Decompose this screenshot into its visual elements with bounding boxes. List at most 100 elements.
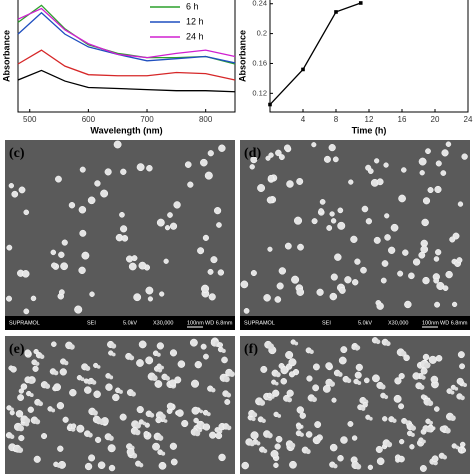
particle <box>94 180 101 187</box>
particle <box>296 406 304 414</box>
particle <box>218 429 223 434</box>
info-text: WD 6.8mm <box>205 320 233 326</box>
x-tick-label: 24 <box>464 115 473 124</box>
particle <box>329 381 336 387</box>
particle <box>221 356 228 364</box>
particle <box>312 436 321 445</box>
particle <box>355 363 363 371</box>
particle <box>421 218 429 227</box>
particle <box>352 279 359 286</box>
particle <box>286 180 294 188</box>
legend-label: 24 h <box>186 31 204 41</box>
particle <box>120 225 128 233</box>
particle <box>10 366 17 373</box>
particle <box>85 365 91 371</box>
particle <box>111 352 116 357</box>
particle <box>156 218 165 227</box>
particle <box>30 295 37 302</box>
particle <box>259 399 266 406</box>
particle <box>249 164 255 170</box>
particle <box>91 380 97 385</box>
particle <box>311 396 317 403</box>
particle <box>462 383 467 388</box>
particle <box>190 379 200 388</box>
panel-label: (e) <box>9 342 25 357</box>
particle <box>226 425 232 431</box>
particle <box>454 387 459 391</box>
particle <box>199 409 204 414</box>
particle <box>10 407 14 412</box>
particle <box>459 363 465 370</box>
particle <box>9 434 15 440</box>
particle <box>312 384 320 392</box>
particle <box>216 222 222 228</box>
particle <box>319 199 326 205</box>
particle <box>24 349 31 356</box>
particle <box>217 342 223 348</box>
particle <box>311 142 317 148</box>
particle <box>374 158 380 164</box>
particle <box>44 383 51 389</box>
particle <box>118 389 123 394</box>
x-tick-label: 12 <box>365 115 374 124</box>
particle <box>460 395 465 401</box>
particle <box>431 455 439 463</box>
panel-label: (f) <box>244 342 258 357</box>
particle <box>18 434 25 442</box>
particle <box>277 413 282 418</box>
particle <box>109 375 114 380</box>
particle <box>145 356 154 365</box>
particle <box>449 415 456 421</box>
particle <box>422 197 431 205</box>
info-text: 100nm <box>187 320 204 326</box>
particle <box>360 266 367 274</box>
particle <box>121 235 129 242</box>
particle <box>390 223 399 232</box>
particle <box>257 184 266 192</box>
particle <box>56 402 65 410</box>
particle <box>164 225 171 231</box>
particle <box>348 179 354 185</box>
particle <box>419 465 427 472</box>
particle <box>62 416 69 423</box>
plot-frame <box>269 0 469 113</box>
particle <box>402 249 409 256</box>
particle <box>361 205 369 213</box>
particle <box>380 277 387 284</box>
particle <box>107 444 116 453</box>
particle <box>265 155 271 161</box>
particle <box>263 294 271 302</box>
particle <box>285 350 294 360</box>
data-line <box>269 2 361 105</box>
particle <box>21 270 30 278</box>
particle <box>240 280 249 289</box>
particle <box>442 455 448 460</box>
particle <box>383 162 389 168</box>
particle <box>288 358 297 367</box>
particle <box>412 372 420 380</box>
particle <box>273 462 279 469</box>
particle <box>51 262 57 269</box>
x-tick-label: 4 <box>301 115 306 124</box>
particle <box>119 211 125 218</box>
particle <box>154 380 163 388</box>
particle <box>256 441 261 446</box>
particle <box>393 394 402 403</box>
particle <box>268 343 274 350</box>
particle <box>84 386 92 394</box>
particle <box>249 440 255 447</box>
particle <box>278 154 285 161</box>
particle <box>316 288 324 296</box>
particle <box>112 393 120 402</box>
particle <box>201 284 210 293</box>
info-text: 5.0kV <box>358 320 372 326</box>
particle <box>329 211 335 217</box>
particle <box>207 150 214 157</box>
particle <box>355 346 359 351</box>
particle <box>297 243 304 251</box>
particle <box>208 293 216 301</box>
particle <box>425 148 431 155</box>
particle <box>50 249 57 256</box>
particle <box>355 463 362 470</box>
x-tick-label: 500 <box>23 115 37 124</box>
